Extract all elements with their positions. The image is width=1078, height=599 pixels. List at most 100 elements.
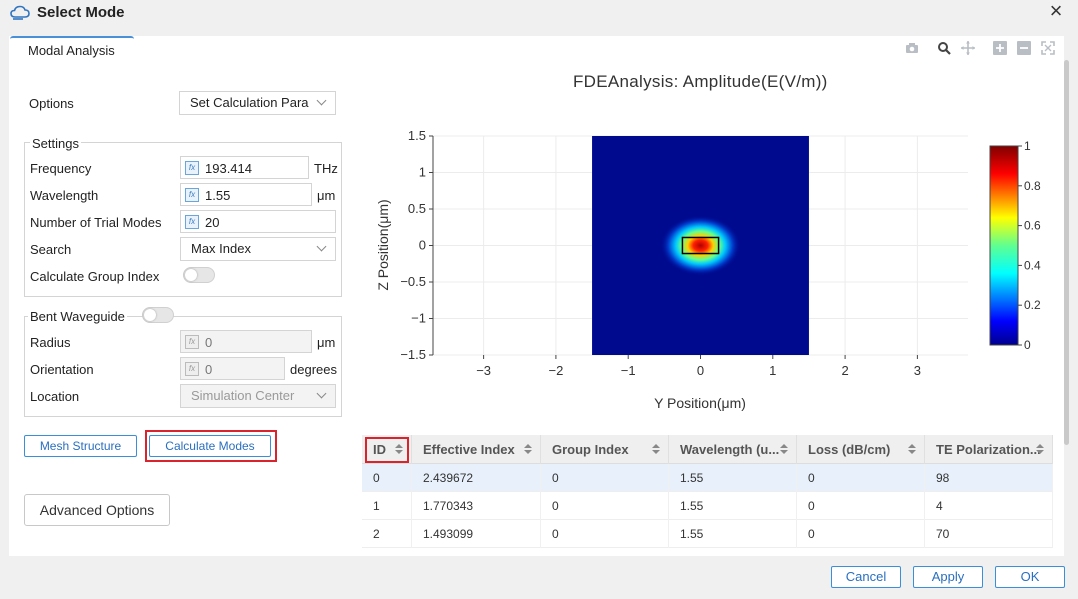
- table-cell: 0: [362, 464, 412, 492]
- table-cell: 98: [925, 464, 1053, 492]
- options-select-value: Set Calculation Para: [190, 95, 309, 110]
- sort-icon[interactable]: [652, 444, 660, 455]
- vertical-scrollbar[interactable]: [1064, 60, 1069, 445]
- column-header[interactable]: Group Index: [541, 435, 669, 464]
- chevron-down-icon: [316, 95, 327, 106]
- colorbar-tick-label: 0.8: [1024, 179, 1041, 193]
- fx-icon: fx: [185, 362, 199, 376]
- close-icon[interactable]: ×: [1049, 0, 1063, 23]
- orientation-input[interactable]: fx 0: [180, 357, 285, 380]
- x-axis-label: Y Position(μm): [654, 395, 746, 411]
- table-row: [362, 548, 1053, 556]
- fx-icon: fx: [185, 161, 199, 175]
- zoom-icon[interactable]: [937, 41, 951, 55]
- trial-modes-input[interactable]: fx 20: [180, 210, 336, 233]
- table-cell: 0: [541, 492, 669, 520]
- fx-icon: fx: [185, 335, 199, 349]
- orientation-label: Orientation: [30, 362, 94, 377]
- orientation-unit: degrees: [290, 362, 337, 377]
- mesh-structure-button[interactable]: Mesh Structure: [24, 435, 137, 457]
- sort-icon[interactable]: [1036, 444, 1044, 455]
- fx-icon: fx: [185, 188, 199, 202]
- ok-button[interactable]: OK: [995, 566, 1065, 588]
- sort-icon[interactable]: [395, 444, 403, 455]
- y-tick-label: −0.5: [400, 274, 426, 289]
- options-label: Options: [29, 96, 74, 111]
- radius-unit: μm: [317, 335, 336, 350]
- trial-modes-label: Number of Trial Modes: [30, 215, 162, 230]
- waveguide-core-outline: [681, 236, 720, 255]
- apply-button[interactable]: Apply: [913, 566, 983, 588]
- wavelength-unit: μm: [317, 188, 336, 203]
- camera-icon[interactable]: [905, 41, 919, 55]
- fx-icon: fx: [185, 215, 199, 229]
- search-label: Search: [30, 242, 72, 257]
- zoom-out-icon[interactable]: [1017, 41, 1031, 55]
- table-cell: 0: [797, 464, 925, 492]
- group-index-toggle[interactable]: [183, 267, 215, 283]
- x-tick-label: 1: [769, 363, 776, 378]
- group-index-label: Calculate Group Index: [30, 269, 160, 284]
- options-select[interactable]: Set Calculation Para: [179, 91, 336, 115]
- x-tick-label: −3: [476, 363, 491, 378]
- radius-input[interactable]: fx 0: [180, 330, 312, 353]
- mode-field-chart[interactable]: −3 −2 −1 0 1 2 3 1.5 1 0.5 0 −0.5 −1 −1.5 1 0.8 0.6 0.4 0.…: [360, 120, 1070, 420]
- advanced-options-button[interactable]: Advanced Options: [24, 494, 170, 526]
- table-row[interactable]: 2 1.493099 0 1.55 0 70: [362, 520, 1053, 548]
- sort-icon[interactable]: [908, 444, 916, 455]
- x-tick-label: 0: [697, 363, 704, 378]
- tab-modal-analysis[interactable]: Modal Analysis: [10, 36, 134, 62]
- bent-waveguide-toggle[interactable]: [142, 307, 174, 323]
- highlight-box: [145, 430, 277, 462]
- x-tick-label: 3: [914, 363, 921, 378]
- table-header: ID Effective Index Group Index Wavelength (…: [362, 435, 1053, 464]
- radius-label: Radius: [30, 335, 71, 350]
- column-header-label: Effective Index: [423, 442, 515, 457]
- table-cell: 0: [541, 520, 669, 548]
- zoom-in-icon[interactable]: [993, 41, 1007, 55]
- column-header-label: Wavelength (u...: [680, 442, 780, 457]
- pan-icon[interactable]: [961, 41, 975, 55]
- column-header[interactable]: Effective Index: [412, 435, 541, 464]
- column-header[interactable]: ID: [362, 435, 412, 464]
- y-tick-label: −1: [411, 311, 426, 326]
- frequency-input[interactable]: fx 193.414: [180, 156, 309, 179]
- location-label: Location: [30, 389, 80, 404]
- table-cell: 4: [925, 492, 1053, 520]
- wavelength-label: Wavelength: [30, 188, 99, 203]
- id-header-highlight: [365, 437, 409, 463]
- location-select-value: Simulation Center: [191, 388, 295, 403]
- table-cell: 1: [362, 492, 412, 520]
- cancel-button[interactable]: Cancel: [831, 566, 901, 588]
- chevron-down-icon: [316, 388, 327, 399]
- table-cell: 1.770343: [412, 492, 541, 520]
- x-tick-label: 2: [841, 363, 848, 378]
- wavelength-input[interactable]: fx 1.55: [180, 183, 312, 206]
- column-header[interactable]: Wavelength (u...: [669, 435, 797, 464]
- column-header-label: Loss (dB/cm): [808, 442, 891, 457]
- modes-table: ID Effective Index Group Index Wavelength (…: [362, 435, 1053, 556]
- y-tick-label: −1.5: [400, 347, 426, 362]
- table-cell: 1.55: [669, 492, 797, 520]
- table-row[interactable]: 1 1.770343 0 1.55 0 4: [362, 492, 1053, 520]
- chart-title: FDEAnalysis: Amplitude(E(V/m)): [573, 72, 828, 91]
- x-tick-label: −2: [548, 363, 563, 378]
- y-tick-label: 0.5: [408, 201, 426, 216]
- table-cell: 1.55: [669, 464, 797, 492]
- autoscale-icon[interactable]: [1041, 41, 1055, 55]
- x-tick-label: −1: [621, 363, 636, 378]
- search-select[interactable]: Max Index: [180, 237, 336, 261]
- sort-icon[interactable]: [524, 444, 532, 455]
- column-header[interactable]: TE Polarization...: [925, 435, 1053, 464]
- table-cell: 0: [797, 492, 925, 520]
- calculate-modes-button[interactable]: Calculate Modes: [149, 435, 271, 457]
- table-cell: 0: [797, 520, 925, 548]
- location-select[interactable]: Simulation Center: [180, 384, 336, 408]
- column-header[interactable]: Loss (dB/cm): [797, 435, 925, 464]
- y-tick-label: 1.5: [408, 128, 426, 143]
- table-row[interactable]: 0 2.439672 0 1.55 0 98: [362, 464, 1053, 492]
- sort-icon[interactable]: [780, 444, 788, 455]
- mode-hotspot: [660, 215, 741, 276]
- table-cell: 2.439672: [412, 464, 541, 492]
- frequency-label: Frequency: [30, 161, 92, 176]
